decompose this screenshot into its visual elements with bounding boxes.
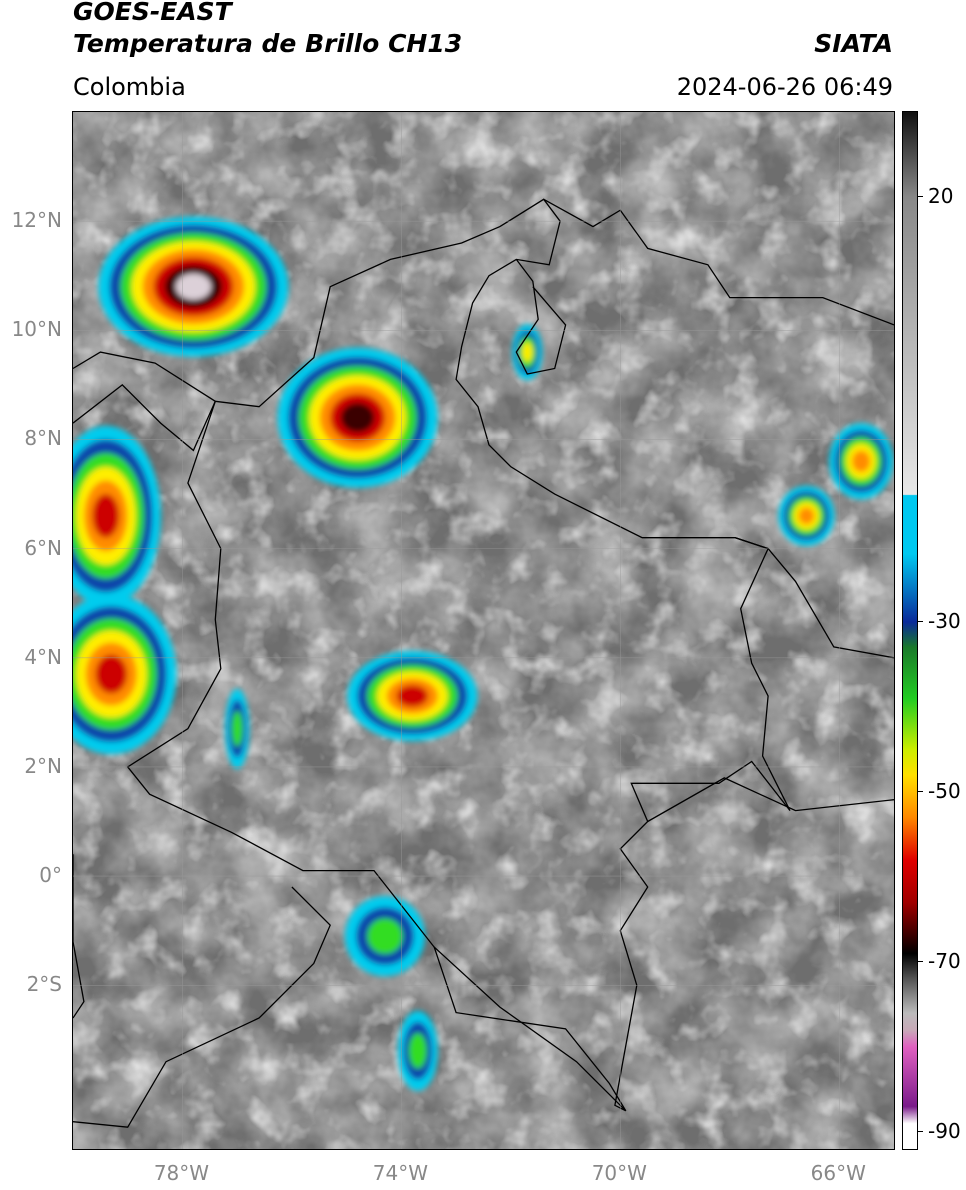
storm-layer [367, 918, 403, 954]
storm-layer [396, 685, 429, 707]
country-borders [73, 198, 894, 1128]
graticule [73, 112, 894, 1149]
border-line [543, 198, 894, 326]
storm-layer [522, 342, 533, 362]
latitude-label: 6°N [24, 535, 62, 560]
storm-layer [852, 450, 871, 473]
border-line [73, 351, 217, 452]
colorbar-tick-mark [917, 196, 923, 197]
latitude-label: 2°S [26, 972, 62, 997]
colorbar-tick-label: -50 [928, 779, 961, 803]
latitude-label: 4°N [24, 644, 62, 669]
longitude-label: 66°W [810, 1161, 866, 1185]
latitude-label: 12°N [11, 208, 62, 233]
colorbar-tick-label: -70 [928, 949, 961, 973]
border-line [126, 198, 791, 1112]
satellite-title: GOES-EAST [73, 0, 232, 26]
latitude-label: 10°N [11, 317, 62, 342]
colorbar-tick-label: -90 [928, 1119, 961, 1143]
storm-layer [95, 654, 128, 694]
map-canvas [73, 112, 894, 1149]
colorbar-tick-mark [917, 791, 923, 792]
longitude-label: 70°W [591, 1161, 647, 1185]
longitude-label: 74°W [372, 1161, 429, 1185]
border-line [73, 886, 331, 1128]
longitude-label: 78°W [153, 1161, 210, 1185]
storm-layer [408, 1032, 427, 1069]
border-line [73, 854, 85, 1019]
region-label: Colombia [73, 73, 186, 101]
latitude-label: 0° [39, 863, 62, 888]
border-line [433, 946, 627, 1112]
colorbar-tick-label: -30 [928, 609, 961, 633]
colorbar-tick-mark [917, 621, 923, 622]
colorbar-tick-mark [917, 1131, 923, 1132]
storm-layer [798, 507, 815, 525]
satellite-map[interactable] [72, 111, 895, 1150]
colorbar-tick-label: 20 [928, 184, 954, 208]
product-title: Temperatura de Brillo CH13 [73, 29, 463, 58]
latitude-label: 8°N [24, 426, 62, 451]
colorbar-tick-mark [917, 961, 923, 962]
datetime-label: 2024-06-26 06:49 [676, 73, 893, 101]
latitude-label: 2°N [24, 753, 62, 778]
border-line [647, 777, 894, 823]
brand-label: SIATA [814, 29, 893, 58]
storm-layer [175, 273, 212, 300]
border-line [515, 259, 567, 375]
colorbar [902, 111, 918, 1150]
storm-layer [92, 494, 120, 538]
convective-storms [73, 216, 894, 1091]
storm-layer [231, 710, 243, 747]
border-line [735, 537, 894, 659]
storm-layer [340, 402, 375, 433]
